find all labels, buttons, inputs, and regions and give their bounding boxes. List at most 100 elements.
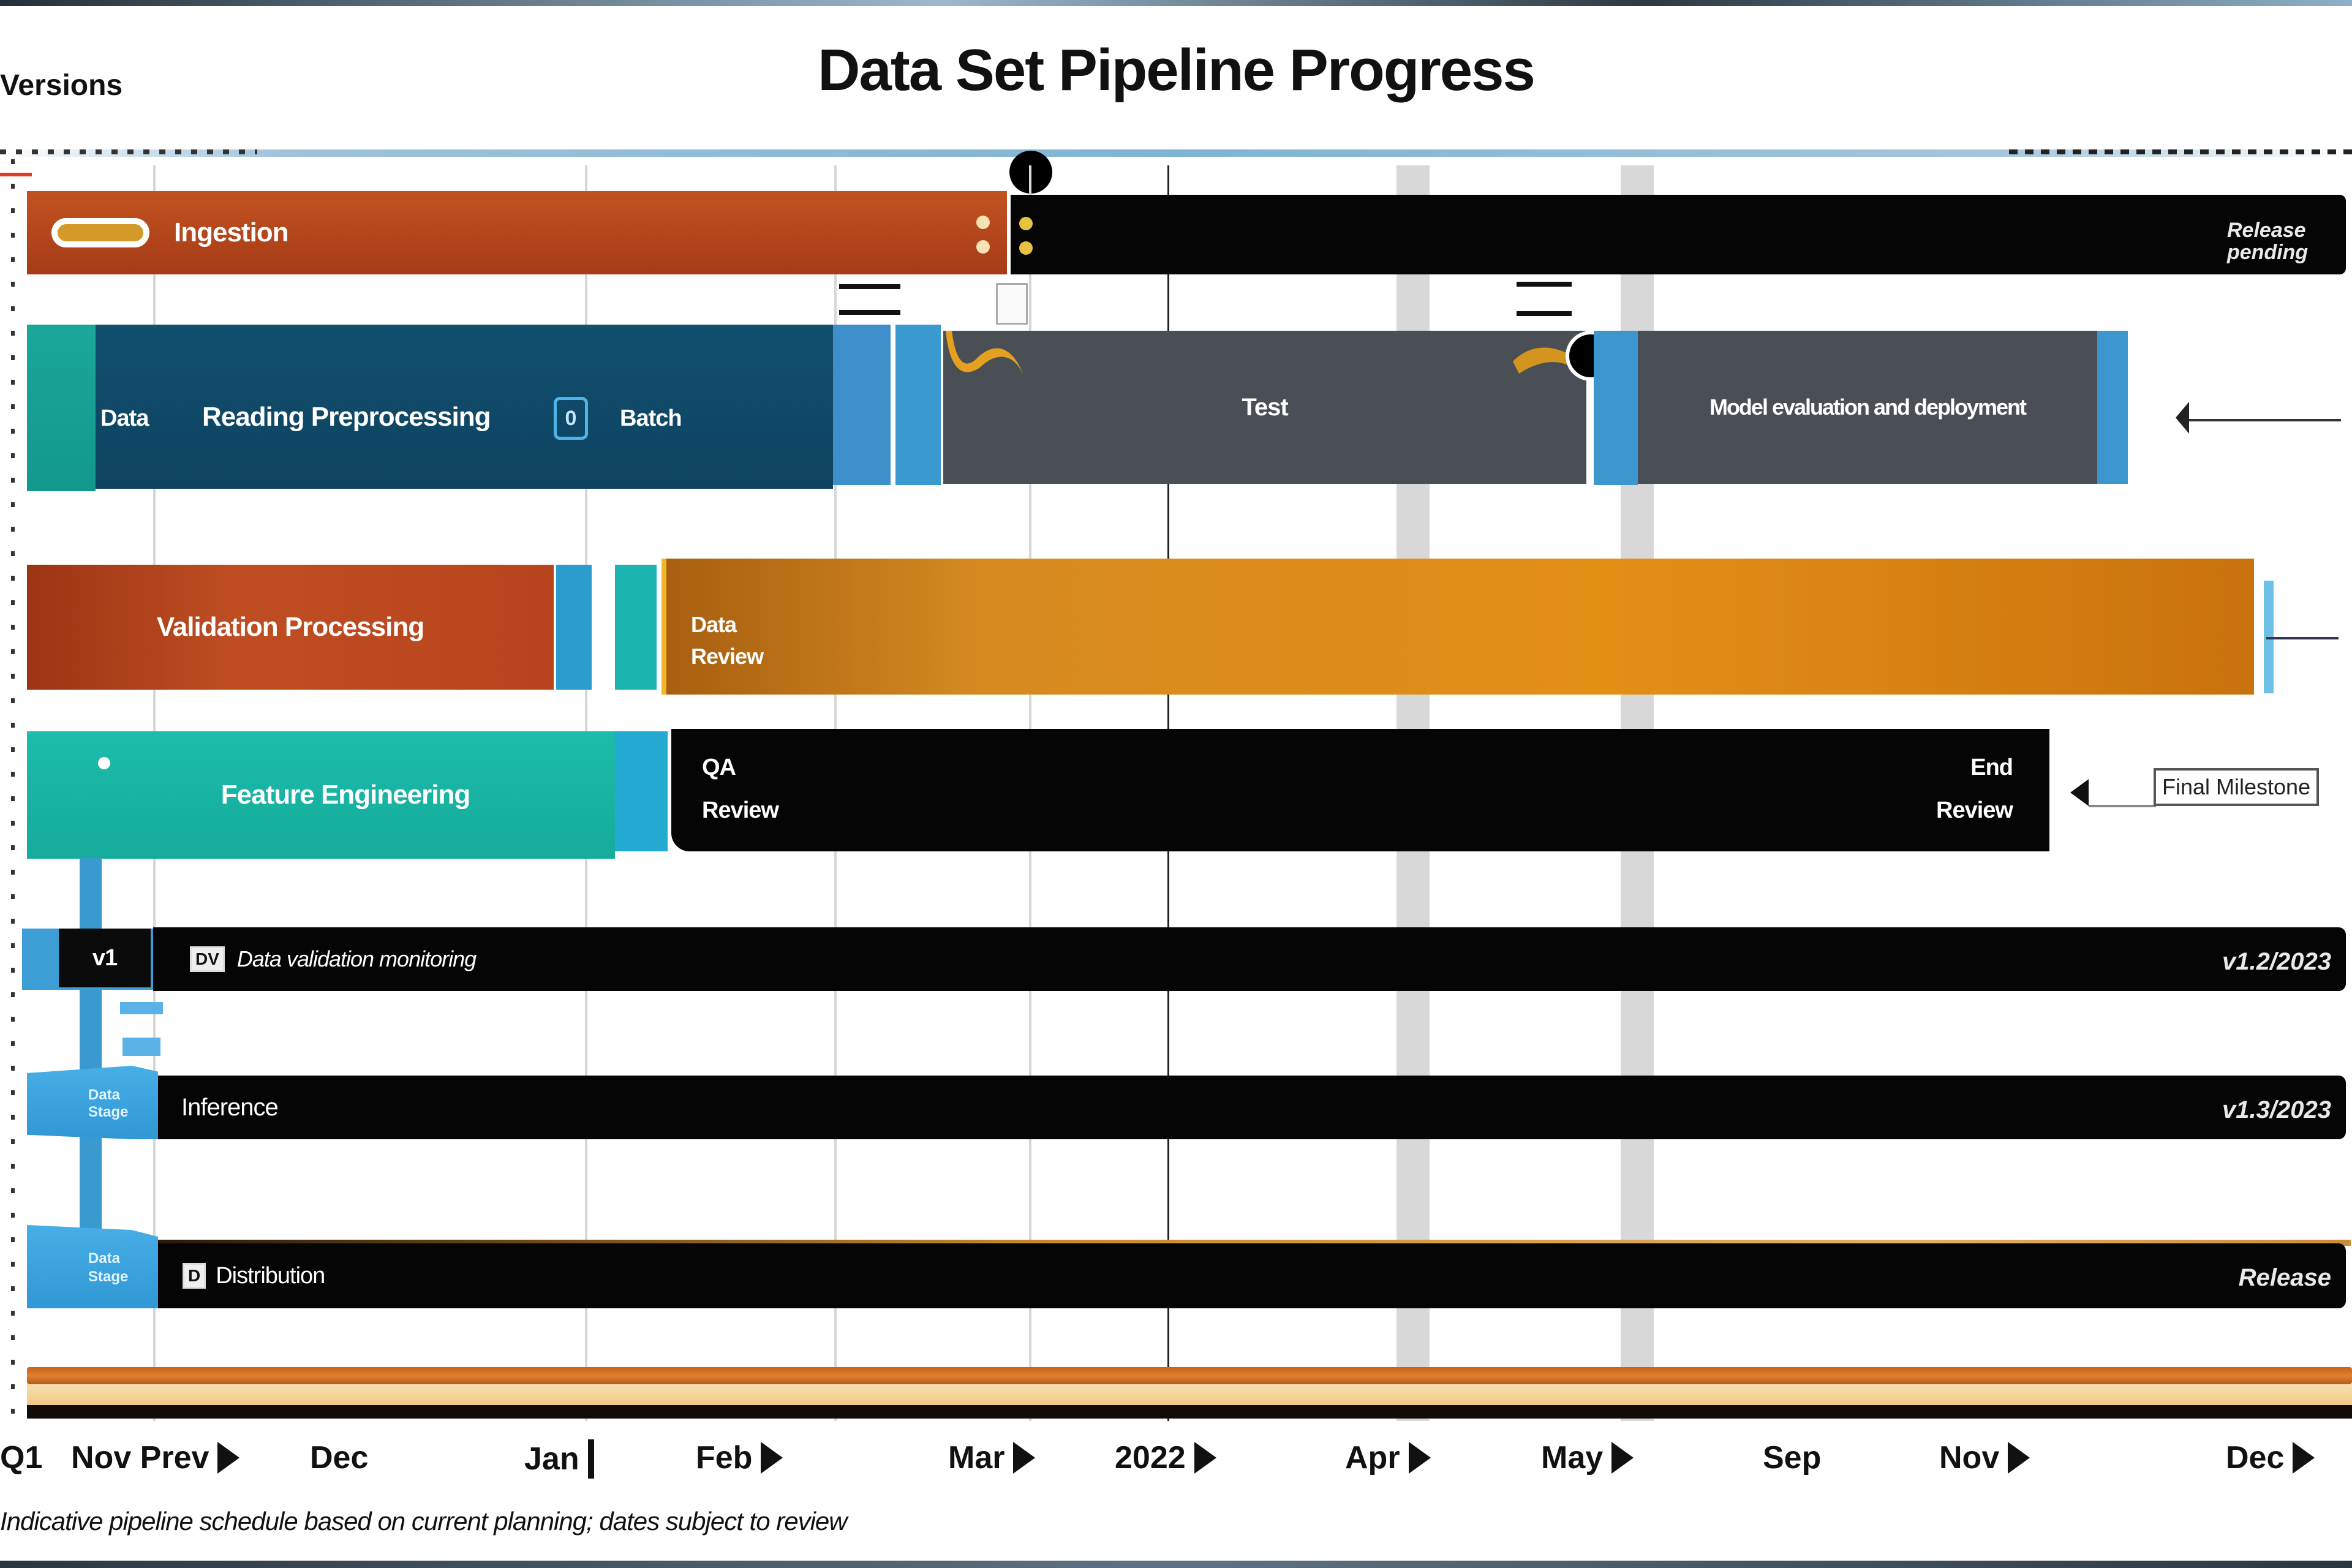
mini-card <box>996 283 1028 325</box>
x-axis-baseline <box>27 1405 2352 1419</box>
bar-suffix-label: Batch <box>620 405 682 431</box>
bar-label: Data validation monitoring <box>236 946 477 971</box>
bar-reading-preprocessing[interactable]: Data Reading Preprocessing 0 Batch <box>96 325 833 489</box>
drag-handle[interactable] <box>51 218 149 247</box>
play-icon <box>1194 1442 1216 1474</box>
x-tick[interactable]: Dec <box>2226 1439 2315 1476</box>
x-tick[interactable]: Feb <box>696 1439 783 1476</box>
bar-label: Test <box>1242 393 1288 421</box>
x-tick[interactable]: Nov Prev <box>71 1439 240 1476</box>
milestone-dot <box>98 757 110 769</box>
bar-end-label: v1.3/2023 <box>2222 1096 2331 1123</box>
version-chip-label: v1 <box>92 944 118 971</box>
timeline-ruler <box>0 149 2352 157</box>
bar-end-label: v1.2/2023 <box>2222 948 2331 975</box>
milestone-dot <box>976 216 990 229</box>
bar-highlight <box>158 1240 2351 1246</box>
play-icon <box>217 1442 240 1474</box>
bar-validation-processing[interactable]: Validation Processing <box>27 565 554 690</box>
bar-lead-label: Data <box>100 405 149 431</box>
bar-test[interactable]: Test <box>943 331 1586 484</box>
start-marker <box>0 173 32 176</box>
x-tick: Jan <box>524 1439 594 1479</box>
stage-chip[interactable]: Data Stage <box>27 1066 158 1139</box>
row-icon: D <box>183 1263 206 1289</box>
stage-chip[interactable]: Data Stage <box>27 1225 158 1308</box>
pipeline-connector <box>80 858 102 1250</box>
dependency-arrow <box>2180 419 2341 421</box>
bottom-border <box>0 1561 2352 1568</box>
milestone-dot <box>1019 241 1033 255</box>
x-axis-ticks: Q1 Nov Prev Dec Jan Feb Mar 2022 Apr May… <box>0 1439 2352 1488</box>
dependency-arrow <box>2266 637 2339 639</box>
bar-end-group: End Review <box>1936 746 2013 832</box>
x-tick[interactable]: Mar <box>948 1439 1036 1476</box>
bar-label: Ingestion <box>174 217 289 247</box>
bar-label: Validation Processing <box>156 612 424 642</box>
ruler-ticks-right <box>2009 149 2352 154</box>
x-tick[interactable]: May <box>1541 1439 1634 1476</box>
row-icon: DV <box>190 946 225 972</box>
top-border <box>0 0 2352 6</box>
bar-buffer <box>833 325 891 485</box>
milestone-callout: Final Milestone <box>2154 768 2320 806</box>
play-icon <box>1611 1442 1634 1474</box>
bar-ingestion[interactable]: Ingestion <box>27 191 1007 274</box>
x-tick[interactable]: Nov <box>1939 1439 2030 1476</box>
x-tick: Dec <box>310 1440 369 1476</box>
bar-distribution[interactable]: D Distribution Release <box>158 1243 2346 1308</box>
y-axis <box>11 159 15 1427</box>
bar-label-line1: Data <box>691 612 737 637</box>
chart-footnote: Indicative pipeline schedule based on cu… <box>0 1507 848 1536</box>
mini-bar <box>123 1038 160 1056</box>
bar-label: Model evaluation and deployment <box>1709 394 2027 420</box>
bar-data-validation-monitoring[interactable]: DV Data validation monitoring v1.2/2023 <box>153 927 2346 991</box>
x-axis-band <box>27 1367 2352 1384</box>
connector <box>839 310 900 315</box>
chart-subtitle: Versions <box>0 69 123 102</box>
bar-model-evaluation[interactable]: Model evaluation and deployment <box>1638 331 2097 484</box>
bar-label-group: Data Review <box>691 609 764 673</box>
chart-title: Data Set Pipeline Progress <box>818 37 1536 103</box>
arrowhead-icon <box>2176 402 2189 434</box>
marker-icon <box>587 1439 594 1479</box>
play-icon <box>761 1442 783 1474</box>
bar-end-line1: End <box>1970 755 2013 780</box>
play-icon <box>1013 1442 1036 1474</box>
info-badge[interactable]: 0 <box>554 397 588 440</box>
bar-buffer <box>2097 331 2133 484</box>
dependency-arrow <box>2089 805 2156 807</box>
bar-qa-review[interactable]: QA Review End Review <box>671 729 2049 851</box>
bar-data-review[interactable]: Data Review <box>662 559 2254 695</box>
arrowhead-icon <box>2070 779 2089 806</box>
bar-buffer <box>615 565 657 690</box>
bar-buffer <box>895 325 941 485</box>
milestone-dot <box>1019 217 1033 230</box>
bar-label-line1: QA <box>702 755 736 780</box>
bar-end-label: Release pending <box>2227 219 2309 264</box>
flag-icon <box>946 331 1023 374</box>
bar-buffer <box>615 731 668 851</box>
bar-label: Reading Preprocessing <box>202 402 491 432</box>
x-tick[interactable]: 2022 <box>1115 1439 1216 1476</box>
bar-data-lead[interactable] <box>27 325 96 491</box>
bar-label-group: QA Review <box>702 746 779 832</box>
x-tick[interactable]: Apr <box>1345 1439 1431 1476</box>
bar-label: Inference <box>181 1093 279 1121</box>
x-axis-band-light <box>27 1384 2352 1405</box>
bar-feature-engineering[interactable]: Feature Engineering <box>27 731 615 859</box>
bar-label-line2: Review <box>702 797 779 823</box>
mini-bar <box>120 1002 163 1014</box>
version-chip[interactable]: v1 <box>59 929 151 987</box>
bar-end-label: Release <box>2238 1264 2331 1291</box>
connector <box>839 284 900 289</box>
bar-release[interactable]: Release pending <box>1011 195 2346 274</box>
x-tick: Q1 <box>0 1440 43 1476</box>
connector <box>1517 282 1572 287</box>
bar-label-line2: Review <box>691 644 764 669</box>
stage-chip-label: Data Stage <box>88 1250 129 1285</box>
bar-label: Distribution <box>216 1262 325 1289</box>
bar-end-line2: Review <box>1936 797 2013 823</box>
bar-inference[interactable]: Inference v1.3/2023 <box>158 1076 2346 1139</box>
milestone-dot <box>976 240 990 254</box>
